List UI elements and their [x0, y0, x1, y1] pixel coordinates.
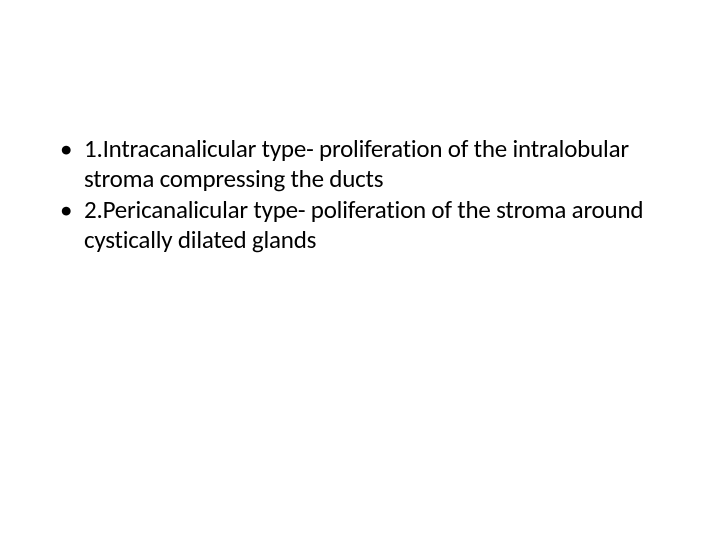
content-area: • 1.Intracanalicular type- proliferation… — [54, 134, 666, 256]
list-item: • 1.Intracanalicular type- proliferation… — [54, 134, 666, 193]
bullet-text: 1.Intracanalicular type- proliferation o… — [84, 133, 629, 194]
bullet-icon: • — [60, 134, 72, 164]
bullet-list: • 1.Intracanalicular type- proliferation… — [54, 134, 666, 254]
slide: • 1.Intracanalicular type- proliferation… — [0, 0, 720, 540]
list-item: • 2.Pericanalicular type- poliferation o… — [54, 195, 666, 254]
bullet-icon: • — [60, 195, 72, 225]
bullet-text: 2.Pericanalicular type- poliferation of … — [84, 194, 643, 255]
